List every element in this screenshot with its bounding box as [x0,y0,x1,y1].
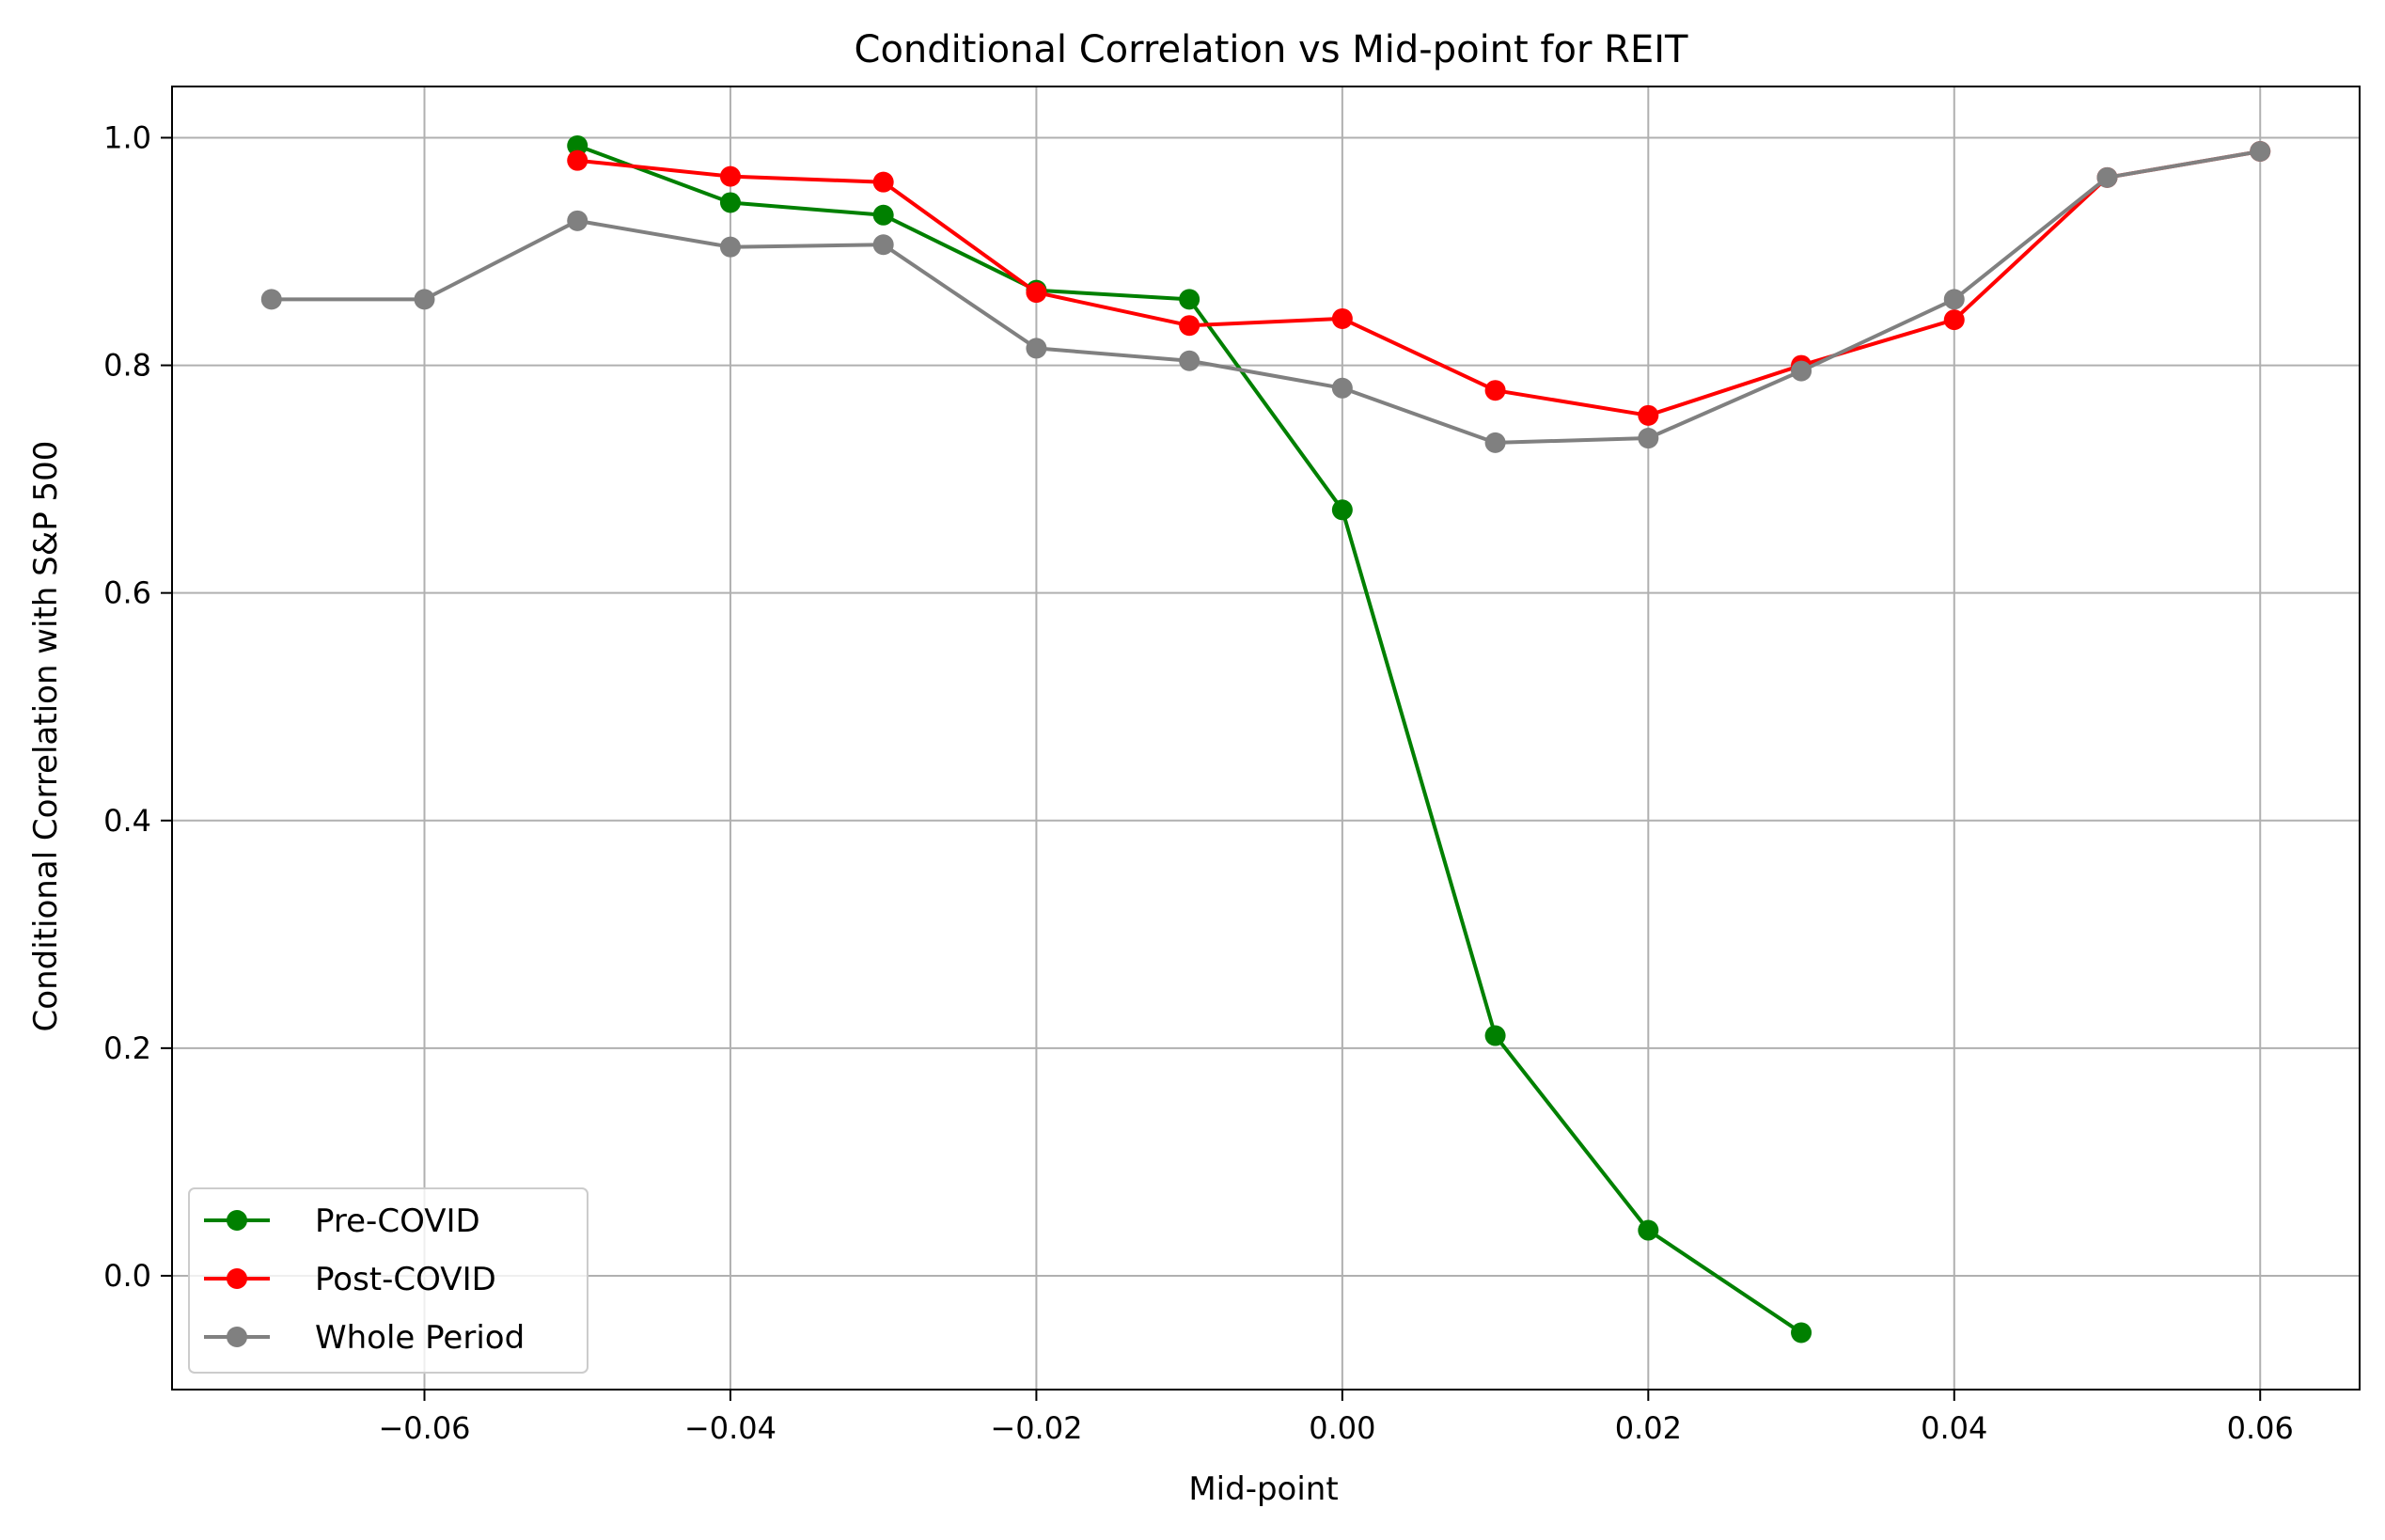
legend-box [188,1187,588,1374]
y-tick-label: 0.4 [103,803,151,839]
data-point-whole-period [1791,360,1812,382]
data-point-post-covid [1943,309,1965,331]
legend-marker-swatch [227,1327,247,1347]
y-tick-label: 0.0 [103,1258,151,1294]
data-point-pre-covid [1331,499,1353,521]
data-point-whole-period [2096,166,2118,188]
x-tick-label: 0.06 [2227,1410,2294,1446]
data-point-pre-covid [719,192,741,213]
data-point-whole-period [2250,140,2271,162]
data-point-post-covid [1638,404,1659,426]
data-point-post-covid [719,165,741,187]
legend-label: Pre-COVID [315,1202,480,1240]
y-tick-label: 0.8 [103,348,151,384]
data-point-whole-period [872,234,894,256]
data-point-pre-covid [1791,1322,1812,1344]
legend: Pre-COVID Post-COVID Whole Period [188,1187,588,1374]
x-tick-label: −0.06 [378,1410,470,1446]
data-point-post-covid [1026,282,1047,304]
y-axis-label: Conditional Correlation with S&P 500 [27,441,65,1032]
legend-label: Post-COVID [315,1261,496,1298]
data-point-post-covid [1331,307,1353,329]
data-point-post-covid [872,171,894,193]
legend-label: Whole Period [315,1319,525,1357]
x-tick-label: −0.04 [684,1410,777,1446]
legend-item: Post-COVID [204,1261,496,1298]
data-point-whole-period [1484,432,1506,453]
data-point-whole-period [1943,289,1965,310]
data-point-whole-period [719,236,741,258]
x-tick-label: −0.02 [990,1410,1082,1446]
plot-frame [171,86,2361,1391]
data-point-pre-covid [872,204,894,226]
y-tick-label: 1.0 [103,119,151,155]
legend-marker-swatch [227,1268,247,1289]
data-point-post-covid [1179,315,1200,337]
data-point-whole-period [567,210,588,231]
legend-item: Whole Period [204,1319,525,1357]
axis-ticks: −0.06 −0.04 −0.02 0.00 0.02 0.04 0.06 0.0 0.2 0.4… [103,119,2294,1446]
x-tick-label: 0.04 [1921,1410,1987,1446]
data-point-whole-period [1179,350,1200,371]
data-point-post-covid [1484,380,1506,401]
y-tick-label: 0.2 [103,1030,151,1066]
data-point-pre-covid [1179,289,1200,310]
series-group [260,134,2271,1344]
data-point-post-covid [567,149,588,171]
series-line-post-covid [576,149,2261,417]
data-point-whole-period [414,289,435,310]
x-tick-label: 0.00 [1309,1410,1375,1446]
data-point-whole-period [1331,377,1353,399]
x-axis-label: Mid-point [1188,1470,1338,1508]
data-point-whole-period [260,289,282,310]
data-point-pre-covid [1638,1219,1659,1241]
data-point-pre-covid [1484,1025,1506,1046]
chart-title: Conditional Correlation vs Mid-point for… [855,28,1688,71]
y-tick-label: 0.6 [103,575,151,611]
legend-marker-swatch [227,1210,247,1231]
data-point-whole-period [1638,428,1659,449]
x-tick-label: 0.02 [1615,1410,1682,1446]
data-point-pre-covid [567,134,588,156]
series-line-whole-period [271,149,2261,445]
legend-item: Pre-COVID [204,1202,480,1240]
series-whole-period [260,140,2271,453]
data-point-whole-period [1026,338,1047,359]
